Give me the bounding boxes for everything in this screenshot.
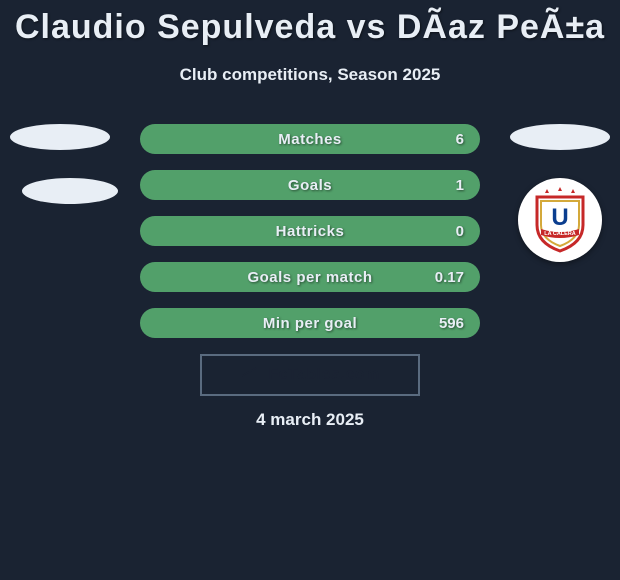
left-player-placeholder-1 xyxy=(10,124,110,150)
stat-bar-min-per-goal: Min per goal 596 xyxy=(140,308,480,338)
stat-label: Hattricks xyxy=(276,223,345,240)
stat-bar-matches: Matches 6 xyxy=(140,124,480,154)
left-player-placeholder-2 xyxy=(22,178,118,204)
watermark-chart-icon xyxy=(240,366,262,384)
club-crest: U LA CALERA xyxy=(518,178,602,262)
stat-bars: Matches 6 Goals 1 Hattricks 0 Goals per … xyxy=(140,124,480,354)
stat-bar-hattricks: Hattricks 0 xyxy=(140,216,480,246)
club-crest-svg: U LA CALERA xyxy=(525,185,595,255)
stat-bar-goals-per-match: Goals per match 0.17 xyxy=(140,262,480,292)
watermark-text: FcTables.com xyxy=(268,366,380,384)
stat-label: Goals xyxy=(288,177,332,194)
svg-text:U: U xyxy=(551,204,568,231)
infographic-container: Claudio Sepulveda vs DÃ­az PeÃ±a Club co… xyxy=(0,0,620,580)
page-title: Claudio Sepulveda vs DÃ­az PeÃ±a xyxy=(0,0,620,47)
stat-right-value: 596 xyxy=(439,315,464,332)
right-player-placeholder xyxy=(510,124,610,150)
stat-right-value: 0.17 xyxy=(435,269,464,286)
stat-right-value: 0 xyxy=(456,223,464,240)
stat-right-value: 6 xyxy=(456,131,464,148)
stat-bar-goals: Goals 1 xyxy=(140,170,480,200)
subtitle: Club competitions, Season 2025 xyxy=(0,65,620,85)
stat-label: Min per goal xyxy=(263,315,357,332)
watermark: FcTables.com xyxy=(200,354,420,396)
stat-label: Goals per match xyxy=(247,269,372,286)
stat-label: Matches xyxy=(278,131,342,148)
stat-right-value: 1 xyxy=(456,177,464,194)
crest-bottom-text: LA CALERA xyxy=(544,231,576,237)
footer-date: 4 march 2025 xyxy=(0,410,620,430)
